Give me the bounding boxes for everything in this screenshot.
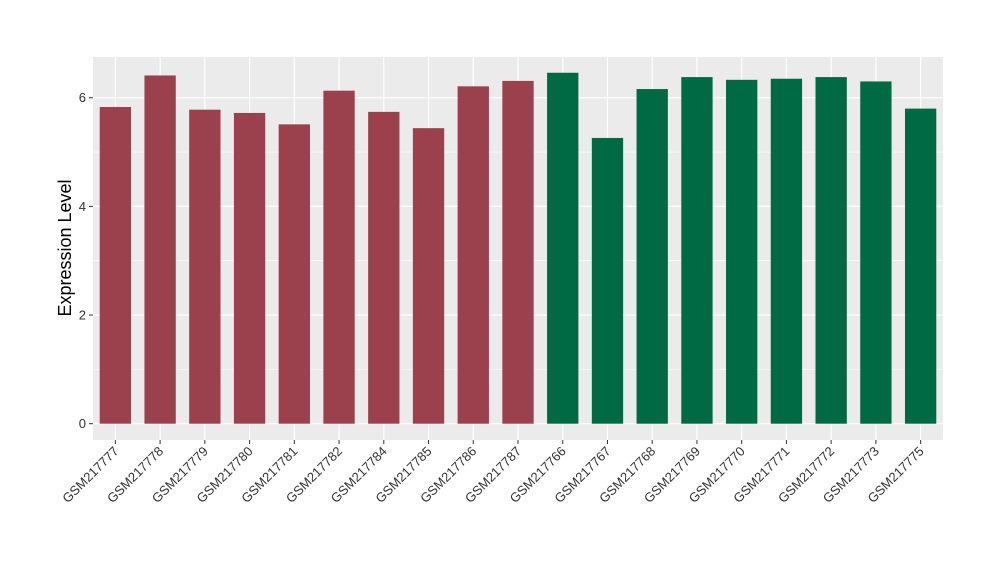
bar-GSM217780	[233, 112, 266, 424]
bar-GSM217787	[502, 80, 534, 424]
bar-GSM217786	[457, 86, 489, 424]
bar-GSM217782	[323, 90, 355, 424]
y-axis: 0 2 4 6	[79, 90, 93, 431]
bars	[99, 72, 937, 424]
bar-GSM217769	[681, 77, 713, 424]
bar-GSM217766	[547, 72, 579, 424]
y-tick-label: 2	[79, 308, 86, 323]
bar-GSM217767	[591, 137, 624, 424]
y-tick-label: 4	[79, 199, 86, 214]
x-axis: GSM217777GSM217778GSM217779GSM217780GSM2…	[59, 440, 927, 506]
bar-GSM217784	[368, 111, 400, 424]
y-tick-label: 6	[79, 90, 86, 105]
bar-GSM217772	[815, 77, 847, 424]
bar-GSM217775	[904, 108, 937, 424]
bar-GSM217768	[636, 89, 668, 424]
bar-GSM217778	[144, 75, 176, 424]
y-axis-title: Expression Level	[55, 179, 75, 316]
bar-GSM217781	[278, 124, 310, 424]
y-tick-label: 0	[79, 416, 86, 431]
bar-GSM217771	[770, 78, 803, 424]
bar-GSM217779	[189, 109, 221, 424]
bar-GSM217777	[99, 106, 132, 424]
bar-GSM217773	[860, 81, 892, 424]
bar-GSM217785	[412, 128, 445, 424]
bar-GSM217770	[726, 79, 758, 424]
